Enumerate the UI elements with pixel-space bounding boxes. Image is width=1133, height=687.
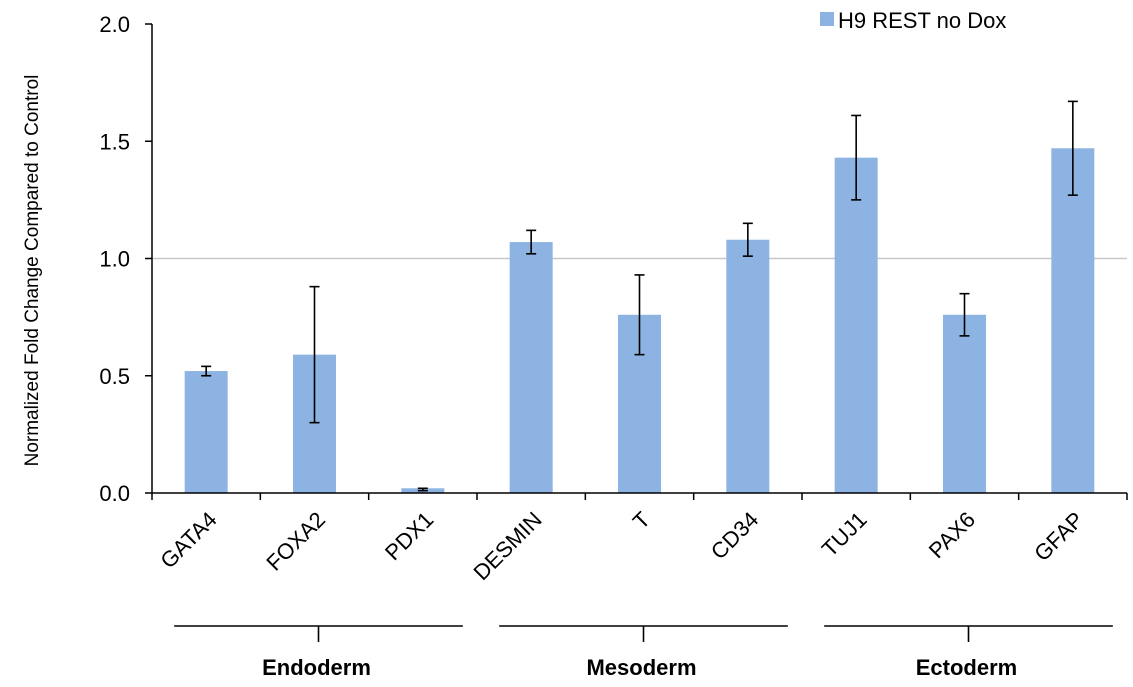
x-tick-label-pdx1: PDX1 bbox=[380, 507, 438, 565]
bar-gfap bbox=[1051, 148, 1095, 493]
error-bar-t bbox=[634, 274, 645, 356]
bar-gata4 bbox=[184, 371, 228, 493]
y-axis-title: Normalized Fold Change Compared to Contr… bbox=[22, 75, 43, 467]
x-tick-label-gfap: GFAP bbox=[1029, 507, 1088, 566]
error-bar-foxa2 bbox=[309, 285, 320, 424]
group-ectoderm: Ectoderm bbox=[824, 625, 1113, 680]
x-tick-label-desmin: DESMIN bbox=[469, 507, 547, 585]
error-bar-gfap bbox=[1067, 100, 1078, 196]
bar-pax6 bbox=[943, 314, 986, 493]
x-tick-label-t: T bbox=[628, 507, 655, 534]
x-tick-label-gata4: GATA4 bbox=[155, 507, 221, 573]
bar-cd34 bbox=[726, 239, 770, 493]
group-label: Mesoderm bbox=[586, 655, 696, 680]
legend-swatch bbox=[820, 12, 834, 26]
group-label: Ectoderm bbox=[916, 655, 1017, 680]
y-tick-label: 2.0 bbox=[99, 12, 130, 37]
x-tick-label-pax6: PAX6 bbox=[924, 507, 980, 563]
group-mesoderm: Mesoderm bbox=[499, 625, 788, 680]
group-label: Endoderm bbox=[262, 655, 371, 680]
y-tick-label: 1.5 bbox=[99, 129, 130, 154]
bar-desmin bbox=[509, 242, 553, 493]
error-bar-pdx1 bbox=[417, 487, 428, 492]
x-tick-label-tuj1: TUJ1 bbox=[817, 507, 872, 562]
error-bar-cd34 bbox=[742, 222, 753, 257]
legend-label: H9 REST no Dox bbox=[838, 8, 1006, 33]
y-tick-label: 0.0 bbox=[99, 481, 130, 506]
bar-tuj1 bbox=[834, 157, 878, 494]
y-tick-label: 1.0 bbox=[99, 247, 130, 272]
error-bar-pax6 bbox=[959, 292, 970, 337]
group-endoderm: Endoderm bbox=[174, 625, 463, 680]
x-tick-label-cd34: CD34 bbox=[706, 507, 763, 564]
y-tick-label: 0.5 bbox=[99, 364, 130, 389]
error-bar-gata4 bbox=[201, 365, 212, 377]
error-bar-desmin bbox=[526, 229, 537, 255]
legend: H9 REST no Dox bbox=[820, 8, 1006, 33]
error-bar-tuj1 bbox=[851, 114, 862, 201]
x-tick-label-foxa2: FOXA2 bbox=[261, 507, 330, 576]
